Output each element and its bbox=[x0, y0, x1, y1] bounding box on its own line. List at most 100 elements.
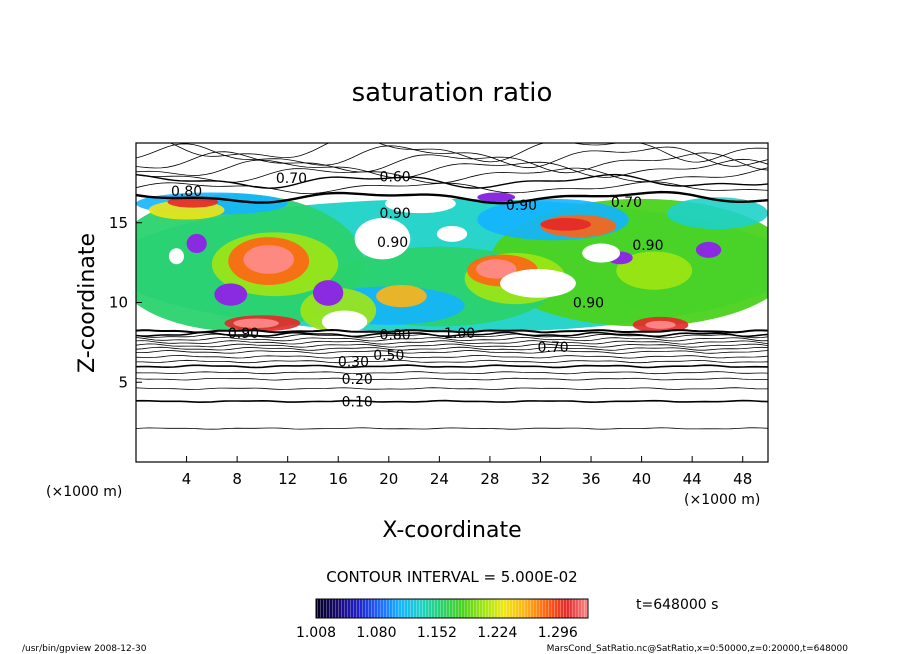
contour-label: 1.00 bbox=[444, 326, 475, 342]
x-tick-label: 4 bbox=[182, 470, 192, 488]
colorbar: 1.008 1.080 1.152 1.224 1.296 bbox=[296, 598, 589, 641]
footer-right: MarsCond_SatRatio.nc@SatRatio,x=0:50000,… bbox=[547, 644, 849, 654]
unsaturated-region bbox=[582, 243, 621, 263]
below-threshold-pocket bbox=[186, 233, 207, 254]
saturation-blob bbox=[167, 196, 219, 208]
saturation-blob bbox=[645, 320, 676, 329]
contour-line bbox=[136, 387, 768, 390]
saturation-blob bbox=[476, 259, 517, 279]
below-threshold-pocket bbox=[695, 241, 722, 258]
saturation-blob bbox=[666, 197, 768, 230]
chart-title: saturation ratio bbox=[352, 78, 553, 108]
contour-line bbox=[169, 143, 768, 163]
contour-line bbox=[136, 143, 768, 169]
contour-line bbox=[136, 328, 768, 334]
y-tick-label: 10 bbox=[109, 294, 128, 312]
colorbar-tick-label: 1.152 bbox=[417, 625, 457, 641]
saturation-blob bbox=[376, 284, 427, 308]
y-tick-label: 15 bbox=[109, 214, 128, 232]
x-tick-label: 20 bbox=[379, 470, 398, 488]
unsaturated-region bbox=[385, 194, 456, 214]
contour-label: 0.90 bbox=[573, 296, 604, 312]
contour-line bbox=[136, 336, 768, 342]
x-axis-title: X-coordinate bbox=[382, 518, 521, 543]
y-unit-label: (×1000 m) bbox=[46, 484, 122, 500]
saturation-blob bbox=[540, 217, 592, 231]
contour-line bbox=[136, 340, 768, 345]
contour-line bbox=[136, 343, 768, 348]
contour-label: 0.30 bbox=[338, 355, 369, 371]
contour-line bbox=[136, 377, 768, 381]
below-threshold-pocket bbox=[214, 283, 248, 306]
contour-label: 0.90 bbox=[228, 326, 259, 342]
contour-label: 0.20 bbox=[342, 372, 373, 388]
x-axis: 4 8 12 16 20 24 28 32 36 40 44 48 bbox=[182, 456, 752, 488]
x-tick-label: 24 bbox=[430, 470, 449, 488]
colorbar-tick-label: 1.224 bbox=[477, 625, 517, 641]
contour-line bbox=[136, 359, 768, 364]
contour-line bbox=[136, 427, 768, 430]
colorbar-tick-label: 1.008 bbox=[296, 625, 336, 641]
lower-clear-region bbox=[136, 331, 768, 462]
contour-line bbox=[136, 181, 768, 195]
contour-line bbox=[136, 158, 768, 179]
contour-label: 0.90 bbox=[632, 238, 663, 254]
colorbar-tick-label: 1.080 bbox=[356, 625, 396, 641]
contour-label: 0.70 bbox=[611, 195, 642, 211]
y-tick-label: 5 bbox=[118, 373, 128, 391]
contour-line bbox=[136, 350, 768, 354]
time-label: t=648000 s bbox=[636, 597, 718, 613]
x-tick-label: 36 bbox=[581, 470, 600, 488]
unsaturated-region bbox=[168, 248, 185, 265]
contour-label: 0.90 bbox=[380, 206, 411, 222]
unsaturated-region bbox=[354, 217, 411, 260]
contour-label: 0.50 bbox=[373, 348, 404, 364]
contour-line bbox=[136, 333, 768, 339]
x-tick-label: 48 bbox=[733, 470, 752, 488]
x-tick-label: 28 bbox=[480, 470, 499, 488]
contour-label: 0.70 bbox=[538, 340, 569, 356]
unsaturated-region bbox=[500, 269, 576, 298]
contour-line bbox=[136, 371, 768, 375]
footer-left: /usr/bin/gpview 2008-12-30 bbox=[22, 644, 147, 654]
contour-labels: 0.70 0.60 0.80 0.90 0.90 0.70 0.90 0.90 0.90 0.90… bbox=[171, 169, 664, 410]
contour-line bbox=[136, 173, 768, 189]
contour-label: 0.10 bbox=[342, 394, 373, 410]
x-unit-label: (×1000 m) bbox=[684, 492, 760, 508]
x-tick-label: 16 bbox=[329, 470, 348, 488]
contour-line bbox=[136, 399, 768, 404]
contour-lines bbox=[136, 143, 768, 430]
below-threshold-pocket bbox=[312, 280, 344, 306]
colorbar-tick-label: 1.296 bbox=[538, 625, 578, 641]
contour-line bbox=[136, 331, 768, 338]
contour-label: 0.60 bbox=[380, 169, 411, 185]
contour-label: 0.90 bbox=[506, 198, 537, 214]
below-threshold-pocket bbox=[477, 192, 516, 203]
saturation-field bbox=[136, 143, 768, 462]
contour-interval-text: CONTOUR INTERVAL = 5.000E-02 bbox=[326, 568, 577, 586]
contour-line bbox=[136, 354, 768, 359]
x-tick-label: 8 bbox=[232, 470, 242, 488]
contour-line bbox=[136, 167, 768, 184]
x-tick-label: 44 bbox=[683, 470, 702, 488]
contour-label: 0.90 bbox=[377, 235, 408, 251]
saturation-blob bbox=[233, 318, 279, 329]
x-tick-label: 12 bbox=[278, 470, 297, 488]
contour-label: 0.70 bbox=[276, 171, 307, 187]
saturation-blob bbox=[616, 251, 693, 290]
unsaturated-region bbox=[436, 225, 468, 242]
saturation-blob bbox=[243, 245, 294, 274]
x-tick-label: 32 bbox=[531, 470, 550, 488]
contour-line bbox=[136, 190, 768, 205]
contour-line bbox=[136, 364, 768, 369]
y-axis: 5 10 15 bbox=[109, 214, 142, 391]
contour-label: 0.80 bbox=[380, 327, 411, 343]
contour-line bbox=[136, 151, 768, 174]
unsaturated-region bbox=[321, 310, 368, 333]
x-tick-label: 40 bbox=[632, 470, 651, 488]
contour-line bbox=[136, 346, 768, 351]
y-axis-title: Z-coordinate bbox=[75, 233, 100, 373]
plot-area: 0.70 0.60 0.80 0.90 0.90 0.70 0.90 0.90 0.90 0.90… bbox=[135, 142, 769, 463]
contour-label: 0.80 bbox=[171, 184, 202, 200]
